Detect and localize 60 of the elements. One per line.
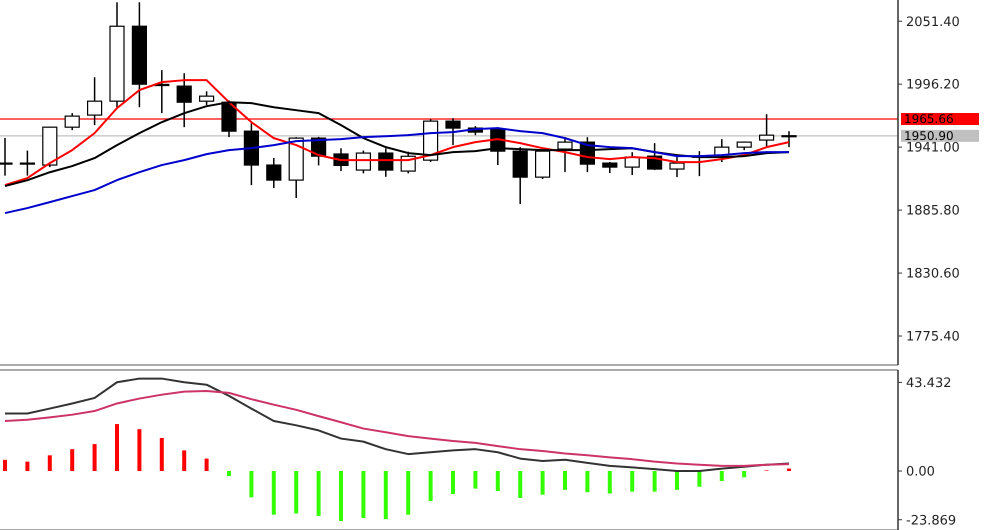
bar	[48, 455, 52, 472]
bar	[563, 471, 567, 490]
bar	[361, 471, 366, 518]
bar	[787, 468, 791, 472]
bar	[316, 471, 321, 516]
bar	[25, 462, 30, 472]
candlestick	[669, 156, 685, 178]
bar	[204, 458, 209, 472]
bar	[608, 471, 612, 494]
bar	[406, 471, 410, 515]
line-series	[4, 378, 790, 472]
bar	[3, 460, 7, 472]
candlestick	[759, 113, 774, 148]
candlestick	[378, 148, 394, 178]
bar	[675, 471, 679, 490]
bar	[160, 438, 164, 472]
line-series	[4, 127, 790, 214]
candlestick	[64, 112, 80, 131]
ref-line-label: 1965.66	[904, 112, 954, 126]
bar	[585, 471, 590, 492]
bar	[451, 471, 455, 494]
bar	[473, 471, 478, 489]
bar	[428, 471, 433, 502]
bar	[294, 471, 298, 514]
bar	[384, 471, 388, 520]
bar	[518, 471, 522, 498]
candlestick	[445, 117, 461, 146]
y-tick-label: 2051.40	[906, 14, 960, 30]
y-tick-label: 43.432	[906, 376, 952, 391]
y-tick-label: 1775.40	[906, 330, 960, 345]
bar	[182, 450, 186, 472]
bar	[115, 424, 119, 472]
bar	[249, 471, 254, 498]
bar	[742, 471, 746, 478]
bar	[272, 471, 276, 515]
bar	[227, 471, 231, 476]
candlestick	[266, 157, 282, 189]
bar	[92, 444, 97, 472]
y-tick-label: 1830.60	[906, 266, 960, 282]
y-tick-label: 1941.00	[906, 140, 960, 156]
y-tick-label: 0.00	[906, 464, 935, 480]
candlestick	[87, 76, 102, 126]
y-tick-label: 1885.80	[906, 204, 960, 219]
candlestick	[20, 150, 35, 176]
line-series	[4, 390, 790, 467]
bar	[697, 471, 702, 487]
y-tick-label: -23.869	[906, 513, 956, 528]
bar	[540, 471, 545, 495]
bar	[339, 471, 343, 522]
bar	[137, 429, 142, 472]
candlestick	[557, 136, 573, 173]
bar	[652, 471, 657, 492]
ref-line-label: 1950.90	[904, 129, 954, 144]
bar	[496, 471, 500, 492]
bar	[720, 471, 724, 482]
bar	[630, 471, 634, 492]
bar	[70, 449, 74, 472]
y-tick-label: 1996.20	[906, 78, 960, 93]
candlestick	[781, 130, 797, 148]
candlestick	[602, 161, 618, 174]
